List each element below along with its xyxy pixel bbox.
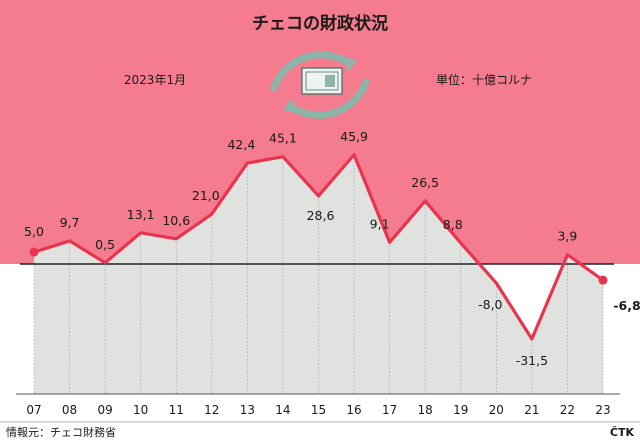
data-label: 3,9 (557, 229, 577, 244)
credit-label: ČTK (610, 426, 635, 439)
data-label: 45,1 (269, 131, 297, 146)
x-tick-label: 23 (595, 403, 610, 417)
x-tick-label: 07 (26, 403, 41, 417)
data-label: 42,4 (227, 137, 255, 152)
date-label: 2023年1月 (124, 73, 186, 87)
x-tick-label: 09 (97, 403, 112, 417)
x-tick-label: 15 (311, 403, 326, 417)
x-tick-label: 13 (240, 403, 255, 417)
x-tick-label: 14 (275, 403, 290, 417)
data-label: 0,5 (95, 237, 115, 252)
data-label: 10,6 (162, 213, 190, 228)
x-tick-label: 10 (133, 403, 148, 417)
x-tick-label: 22 (560, 403, 575, 417)
data-label: 26,5 (411, 175, 439, 190)
data-label: 28,6 (307, 208, 335, 223)
chart-title: チェコの財政状況 (252, 13, 388, 34)
x-tick-label: 12 (204, 403, 219, 417)
data-label: 9,1 (370, 216, 390, 231)
x-tick-label: 20 (489, 403, 504, 417)
x-tick-label: 11 (169, 403, 184, 417)
x-tick-label: 08 (62, 403, 77, 417)
x-tick-label: 17 (382, 403, 397, 417)
data-label: 5,0 (24, 224, 44, 239)
data-label: 13,1 (127, 207, 155, 222)
data-label: 45,9 (340, 129, 368, 144)
data-label: -8,0 (478, 297, 502, 312)
source-note: 情報元：チェコ財務省 (6, 425, 116, 439)
unit-label: 単位：十億コルナ (436, 72, 532, 87)
data-label: 21,0 (192, 188, 220, 203)
data-label: 9,7 (60, 215, 80, 230)
data-point-marker (599, 276, 608, 285)
x-tick-label: 19 (453, 403, 468, 417)
data-point-marker (30, 248, 39, 257)
data-label: 8,8 (443, 217, 463, 232)
x-tick-label: 21 (524, 403, 539, 417)
x-tick-label: 16 (346, 403, 361, 417)
x-tick-label: 18 (418, 403, 433, 417)
data-label: -6,8 (613, 298, 640, 313)
data-label: -31,5 (516, 353, 548, 368)
